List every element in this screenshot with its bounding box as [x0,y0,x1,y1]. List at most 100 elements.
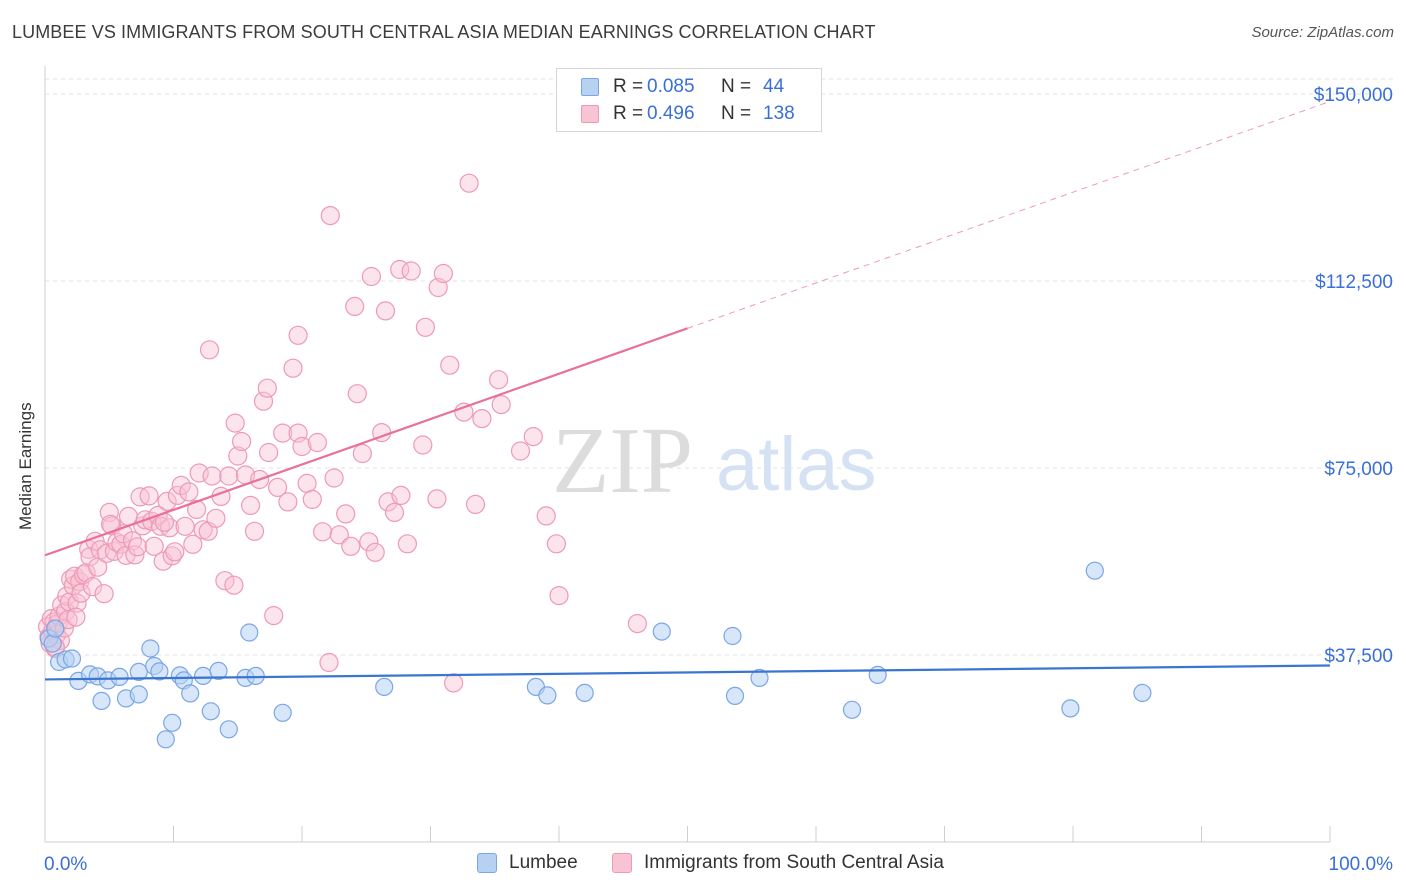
data-point-immigrants [179,482,199,502]
data-point-lumbee [246,666,265,686]
data-point-lumbee [652,622,671,641]
bottom-legend: Lumbee Immigrants from South Central Asi… [0,852,1406,878]
data-point-immigrants [127,537,148,557]
data-point-lumbee [1061,699,1080,718]
data-point-lumbee [46,619,65,638]
data-point-lumbee [1085,561,1104,580]
data-point-lumbee [750,668,769,688]
data-point-lumbee [375,677,394,697]
data-point-lumbee [209,661,228,681]
data-point-lumbee [868,665,887,685]
data-point-immigrants [244,521,265,541]
data-point-immigrants [352,443,372,464]
y-tick-labels: $37,500 $75,000 $112,500 $150,000 [1314,85,1393,667]
data-point-immigrants [292,436,312,457]
bottom-legend-swatch-pink [612,853,632,873]
data-point-lumbee [110,667,129,687]
bottom-legend-swatch-blue [477,853,497,873]
legend-n-label: N = [721,103,752,124]
data-point-lumbee [725,686,745,706]
data-point-immigrants [122,531,142,551]
trendline-extension [687,100,1331,329]
data-point-immigrants [257,378,277,398]
data-point-lumbee [141,639,160,658]
gridlines [45,78,1395,656]
data-point-immigrants [401,261,421,281]
data-point-immigrants [433,263,453,284]
data-point-lumbee [723,626,742,646]
data-point-immigrants [341,536,361,556]
data-point-immigrants [232,431,252,452]
data-point-lumbee [163,713,182,732]
data-point-immigrants [319,652,339,673]
data-point-immigrants [427,489,447,509]
data-point-lumbee [92,691,111,711]
y-tick-label: $150,000 [1314,85,1393,106]
trendline [44,664,1331,681]
x-tick-label-max: 100.0% [1329,854,1394,875]
legend-n-label: N = [721,76,752,97]
data-point-immigrants [365,542,385,562]
y-tick-label: $37,500 [1324,646,1393,667]
data-point-immigrants [454,402,474,422]
data-point-lumbee [219,720,238,739]
legend-swatch-blue [581,78,599,96]
data-point-immigrants [167,485,187,505]
watermark-atlas: atlas [716,422,877,507]
legend-row-immigrants: R = 0.496 N = 138 [581,102,795,126]
data-point-lumbee [273,703,292,722]
data-point-immigrants [391,485,411,505]
data-point-immigrants [413,435,433,455]
data-point-immigrants [67,593,87,613]
data-point-immigrants [139,486,159,506]
data-point-immigrants [160,518,180,538]
legend-n-value: 138 [763,103,795,124]
trendlines [44,100,1331,681]
data-point-lumbee [538,686,557,705]
data-point-immigrants [165,542,185,562]
legend-r-value: 0.085 [647,76,695,97]
legend-r-label: R = [613,103,644,124]
trendline [44,327,688,557]
x-tick-label-min: 0.0% [44,854,87,875]
y-axis-title: Median Earnings [16,402,35,530]
data-point-immigrants [215,571,235,591]
data-point-lumbee [43,634,62,653]
data-point-immigrants [359,532,379,552]
data-point-immigrants [510,441,531,461]
data-point-immigrants [157,491,177,511]
data-point-immigrants [199,340,220,360]
data-point-immigrants [472,409,492,429]
data-point-immigrants [375,301,396,321]
data-point-immigrants [171,475,191,495]
legend-n-value: 44 [763,76,785,97]
data-point-immigrants [297,473,317,493]
data-point-immigrants [278,492,298,512]
data-point-immigrants [268,477,288,497]
y-tick-label: $112,500 [1315,272,1393,293]
data-point-immigrants [183,534,203,554]
data-point-lumbee [240,623,259,642]
data-point-immigrants [71,583,91,603]
legend: R = 0.085 N = 44 R = 0.496 N = 138 [556,68,822,132]
bottom-legend-lumbee: Lumbee [477,852,578,874]
data-point-immigrants [241,495,261,515]
bottom-legend-label-lumbee: Lumbee [509,852,578,873]
data-point-lumbee [1133,683,1152,703]
source-label: Source: ZipAtlas.com [1251,24,1394,41]
data-point-lumbee [150,662,169,681]
data-point-immigrants [384,502,405,523]
data-point-immigrants [100,514,121,534]
bottom-legend-label-immigrants: Immigrants from South Central Asia [644,852,944,873]
legend-r-value: 0.496 [647,103,695,124]
data-point-lumbee [62,649,82,668]
data-point-lumbee [194,666,213,686]
y-tick-label: $75,000 [1324,459,1393,480]
data-point-lumbee [201,702,220,721]
data-point-immigrants [175,516,195,536]
data-point-immigrants [329,525,349,545]
watermark: ZIP atlas [552,409,877,513]
data-point-immigrants [440,355,460,375]
data-point-lumbee [181,684,200,703]
data-point-lumbee [842,700,862,719]
